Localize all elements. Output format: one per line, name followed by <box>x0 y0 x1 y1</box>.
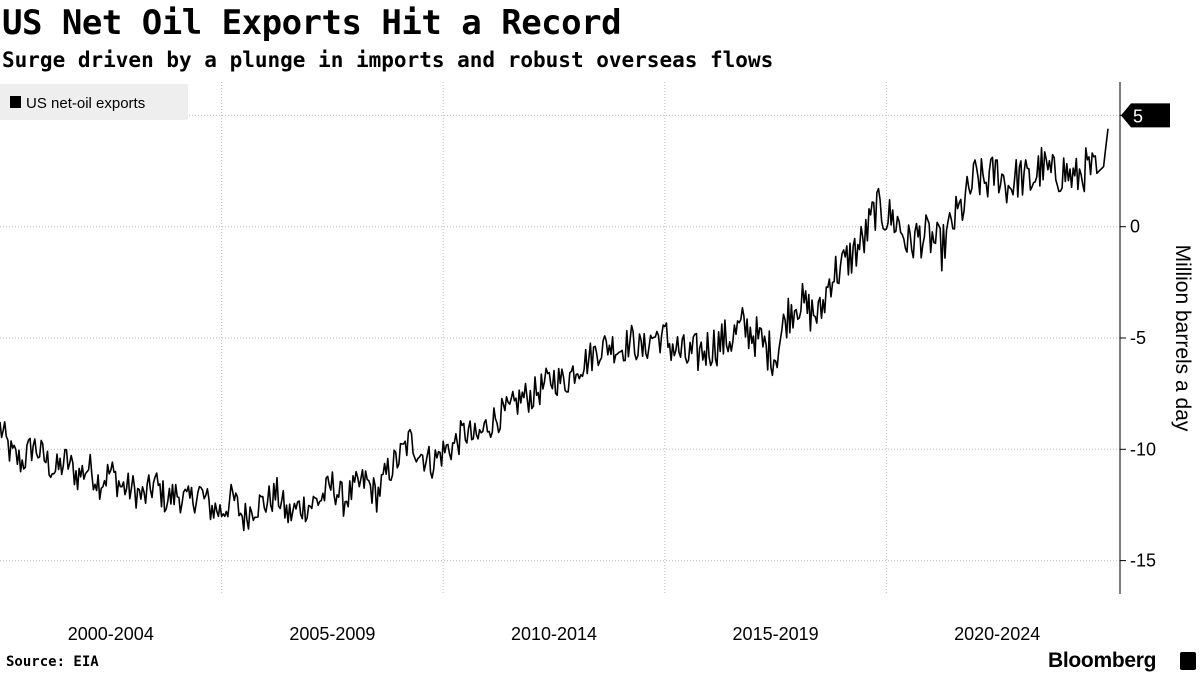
y-tick-label: -5 <box>1130 328 1146 348</box>
y-axis-label: Million barrels a day <box>1171 245 1194 432</box>
y-tick-label: 0 <box>1130 217 1140 237</box>
last-value-label: 5 <box>1133 106 1143 126</box>
legend-label: US net-oil exports <box>26 95 145 112</box>
x-category-label: 2005-2009 <box>289 624 375 644</box>
chart-subtitle: Surge driven by a plunge in imports and … <box>2 48 774 72</box>
legend-swatch <box>10 96 21 108</box>
legend: US net-oil exports <box>0 84 188 120</box>
source-note: Source: EIA <box>6 654 99 670</box>
x-category-label: 2000-2004 <box>68 624 154 644</box>
last-value-marker: 5 <box>1121 103 1170 128</box>
x-category-label: 2015-2019 <box>733 624 819 644</box>
legend-background <box>0 84 188 120</box>
y-axis-ticks: 5 0 -5 -10 -15 <box>1120 105 1156 571</box>
chart-title: US Net Oil Exports Hit a Record <box>2 3 622 43</box>
x-axis-categories: 2000-2004 2005-2009 2010-2014 2015-2019 2020… <box>68 624 1040 644</box>
y-tick-label: -10 <box>1130 439 1156 459</box>
bloomberg-logo: Bloomberg <box>1048 649 1157 672</box>
last-value-box <box>1121 103 1170 128</box>
x-category-label: 2010-2014 <box>511 624 597 644</box>
vertical-gridlines <box>221 82 887 594</box>
series-line <box>0 128 1109 532</box>
series-layer <box>0 128 1109 532</box>
y-tick-label: -15 <box>1130 551 1156 571</box>
x-category-label: 2020-2024 <box>954 624 1040 644</box>
bloomberg-terminal-icon <box>1180 652 1196 670</box>
